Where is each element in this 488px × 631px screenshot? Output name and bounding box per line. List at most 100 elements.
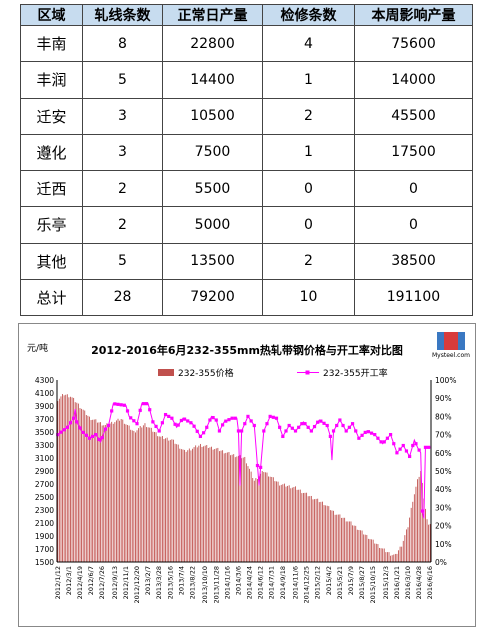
x-tick-label: 2014/4/24 — [246, 566, 254, 599]
y-tick-label: 1900 — [35, 532, 54, 541]
utilization-point — [274, 416, 279, 420]
price-bar — [163, 438, 165, 562]
price-bar — [293, 486, 295, 562]
price-bar — [109, 423, 111, 562]
utilization-point — [72, 416, 76, 420]
utilization-point — [373, 433, 377, 437]
price-bar — [114, 422, 116, 562]
legend-label-price: 232-355价格 — [178, 367, 234, 379]
utilization-point — [132, 419, 136, 423]
price-bar — [423, 498, 425, 562]
mysteel-logo: Mysteel.com — [432, 332, 470, 359]
x-tick-label: 2012/11/1 — [122, 566, 130, 599]
utilization-point — [217, 429, 222, 433]
value-cell: 5 — [82, 242, 163, 280]
utilization-point — [388, 433, 393, 437]
price-bar — [234, 457, 236, 562]
price-bar — [119, 420, 121, 562]
price-bar — [182, 449, 184, 562]
utilization-line-group — [56, 402, 431, 519]
price-bar — [236, 456, 238, 562]
price-bar — [219, 451, 220, 562]
price-bar — [187, 450, 189, 562]
utilization-point — [395, 451, 399, 455]
utilization-point — [423, 445, 428, 449]
utilization-point — [360, 433, 364, 437]
utilization-point — [119, 403, 123, 407]
price-bar — [226, 452, 228, 562]
table-header-row: 区域 轧线条数 正常日产量 检修条数 本周影响产量 — [20, 4, 473, 26]
x-tick-label: 2015/8/27 — [358, 566, 366, 599]
price-bar — [87, 415, 89, 562]
price-bar — [135, 432, 136, 562]
price-bar — [426, 519, 428, 562]
price-bar — [155, 432, 157, 562]
utilization-point — [379, 440, 383, 444]
price-bar — [302, 492, 304, 562]
price-bar — [318, 502, 320, 562]
price-bar — [81, 408, 82, 562]
utilization-point — [249, 419, 253, 423]
price-bar — [348, 521, 350, 562]
x-tick-label: 2015/2/12 — [314, 566, 322, 599]
price-bar — [380, 548, 382, 562]
price-bar — [358, 530, 360, 562]
table-body: 丰南 8 22800 4 75600 丰润 5 14400 1 14000 迁安 3 10500 2 455… — [20, 24, 473, 317]
price-bar — [85, 415, 87, 562]
y-tick-label: 3100 — [35, 454, 54, 463]
price-bar — [418, 476, 420, 562]
price-bar — [288, 485, 290, 562]
utilization-point — [376, 436, 380, 440]
utilization-point — [290, 426, 294, 430]
table-row: 其他 5 13500 2 38500 — [20, 242, 473, 280]
y2-tick-label: 70% — [435, 431, 452, 440]
value-cell: 1 — [262, 133, 355, 172]
x-tick-label: 2013/11/28 — [212, 566, 220, 603]
utilization-point — [68, 421, 73, 425]
price-bar — [79, 408, 81, 562]
value-cell: 45500 — [354, 97, 473, 135]
price-bar — [420, 471, 422, 562]
utilization-point — [338, 418, 342, 422]
value-cell: 5500 — [162, 169, 263, 208]
price-bar — [128, 425, 130, 562]
price-bar — [325, 505, 327, 562]
x-tick-label: 2013/7/4 — [177, 566, 185, 595]
price-bar — [394, 553, 396, 562]
price-bar — [301, 493, 303, 562]
y2-tick-label: 50% — [435, 467, 452, 476]
price-bar — [428, 524, 430, 562]
price-bar — [322, 501, 323, 562]
price-bar — [138, 428, 140, 562]
price-bar — [285, 486, 287, 562]
y2-tick-label: 0% — [435, 558, 447, 567]
utilization-point — [316, 420, 320, 424]
price-bar — [196, 447, 198, 562]
price-bar — [366, 534, 368, 562]
utilization-point — [344, 429, 348, 433]
utilization-point — [94, 433, 98, 437]
x-tick-label: 2012/3/1 — [65, 566, 73, 595]
price-bar — [146, 427, 147, 562]
column-header: 轧线条数 — [82, 4, 163, 26]
utilization-point — [87, 436, 92, 440]
price-bar — [136, 430, 138, 562]
price-bar — [269, 476, 271, 562]
chart-legend: 232-355价格 232-355开工率 — [158, 367, 388, 379]
utilization-point — [62, 428, 66, 432]
utilization-point — [331, 429, 336, 433]
price-bar — [104, 424, 106, 562]
utilization-point — [106, 423, 111, 428]
price-bar — [350, 521, 352, 562]
price-bars — [57, 394, 431, 562]
price-bar — [214, 449, 216, 562]
y2-tick-label: 100% — [435, 376, 456, 385]
utilization-point — [312, 424, 317, 429]
price-bar — [415, 486, 417, 562]
region-cell: 乐亭 — [20, 206, 83, 244]
price-bar — [352, 525, 353, 562]
price-bar — [195, 445, 197, 562]
price-bar — [199, 443, 201, 562]
x-tick-label: 2013/2/7 — [144, 566, 152, 595]
price-bar — [261, 471, 263, 562]
